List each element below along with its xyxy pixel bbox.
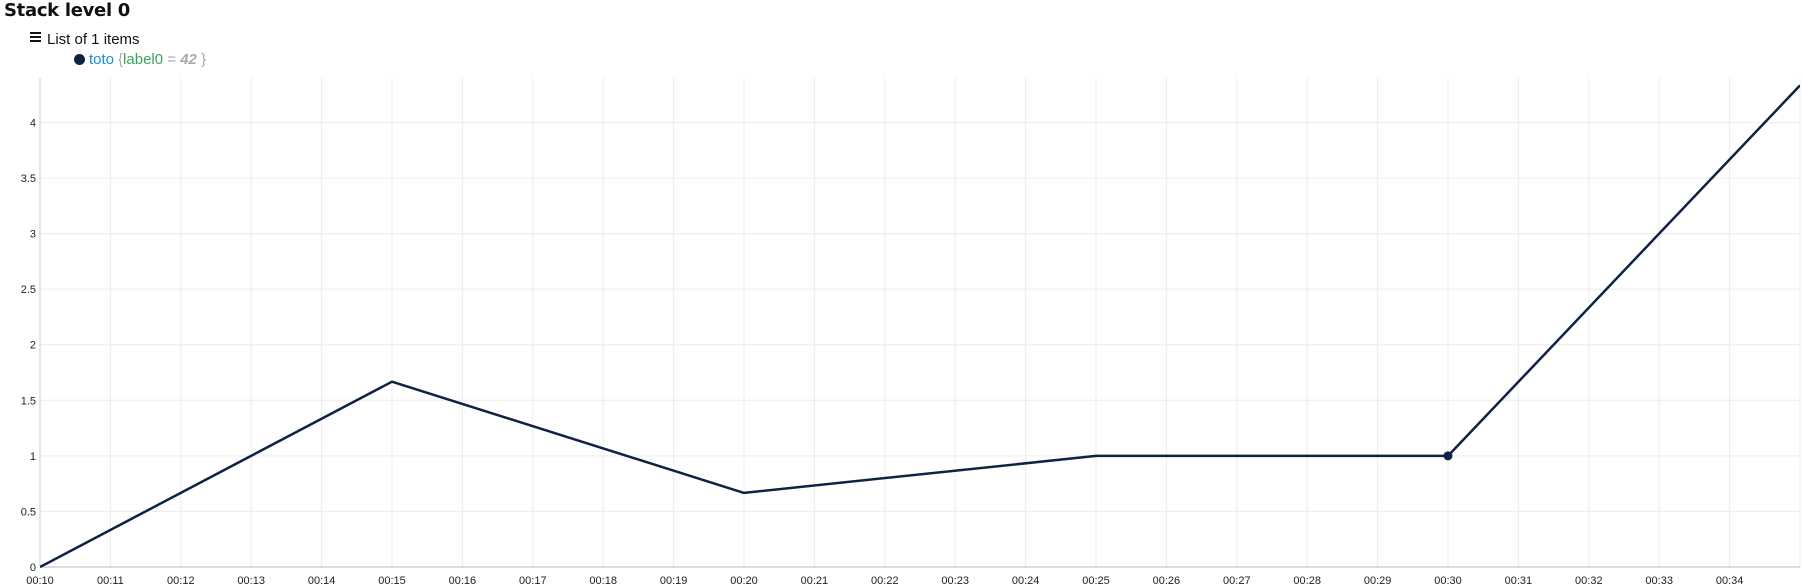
x-tick-label: 00:26 <box>1153 575 1181 587</box>
x-tick-label: 00:27 <box>1223 575 1251 587</box>
y-tick-label: 0 <box>30 562 36 574</box>
x-tick-label: 00:10 <box>26 575 54 587</box>
grid <box>39 78 1801 568</box>
x-tick-label: 00:13 <box>237 575 265 587</box>
x-tick-label: 00:22 <box>871 575 899 587</box>
y-tick-label: 4 <box>30 117 36 129</box>
x-tick-label: 00:12 <box>167 575 195 587</box>
x-tick-label: 00:28 <box>1293 575 1321 587</box>
x-tick-label: 00:17 <box>519 575 547 587</box>
x-tick-label: 00:11 <box>97 575 124 587</box>
label-key: label0 <box>123 51 164 68</box>
x-tick-label: 00:15 <box>378 575 406 587</box>
label-equals: = <box>167 51 177 68</box>
x-tick-label: 00:19 <box>660 575 688 587</box>
x-tick-label: 00:20 <box>730 575 758 587</box>
y-tick-label: 1.5 <box>21 395 36 407</box>
x-tick-label: 00:33 <box>1645 575 1673 587</box>
x-tick-label: 00:16 <box>449 575 477 587</box>
y-tick-label: 2.5 <box>21 284 36 296</box>
y-tick-label: 0.5 <box>21 506 36 518</box>
label-value: 42 <box>180 51 197 68</box>
y-tick-label: 2 <box>30 340 36 352</box>
stack-title: Stack level 0 <box>4 0 131 21</box>
x-tick-label: 00:34 <box>1716 575 1744 587</box>
x-tick-label: 00:24 <box>1012 575 1040 587</box>
x-tick-label: 00:32 <box>1575 575 1603 587</box>
label-open-brace: { <box>118 51 124 68</box>
y-tick-label: 1 <box>30 451 36 463</box>
series-color-dot <box>74 54 85 65</box>
series-layer <box>40 84 1800 569</box>
x-tick-label: 00:30 <box>1434 575 1462 587</box>
x-tick-label: 00:29 <box>1364 575 1392 587</box>
x-tick-label: 00:18 <box>589 575 617 587</box>
x-tick-label: 00:25 <box>1082 575 1110 587</box>
series-line-toto <box>40 84 1800 569</box>
x-tick-label: 00:14 <box>308 575 336 587</box>
series-legend-item[interactable]: toto {label0 = 42 } <box>74 51 206 68</box>
list-icon <box>30 31 41 42</box>
y-tick-label: 3.5 <box>21 173 36 185</box>
y-tick-label: 3 <box>30 229 36 241</box>
list-header-label: List of 1 items <box>47 31 140 48</box>
x-tick-label: 00:31 <box>1505 575 1533 587</box>
list-header: List of 1 items <box>30 31 140 48</box>
axes: 00:10 00:11 00:12 00:13 00:14 00:15 00:16 00:17… <box>21 78 1800 587</box>
series-name[interactable]: toto <box>89 51 115 68</box>
x-tick-label: 00:21 <box>801 575 829 587</box>
x-tick-label: 00:23 <box>941 575 969 587</box>
label-close-brace: } <box>201 51 207 68</box>
series-point-highlight <box>1443 451 1453 461</box>
